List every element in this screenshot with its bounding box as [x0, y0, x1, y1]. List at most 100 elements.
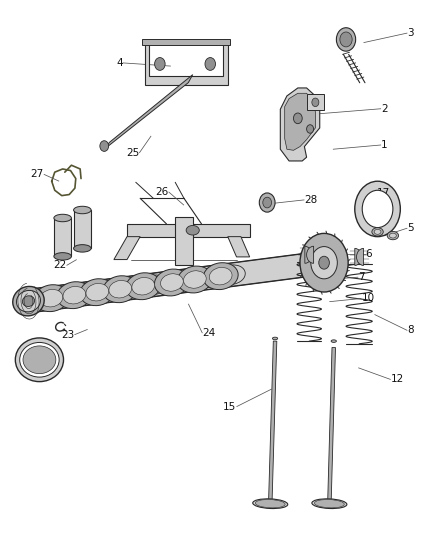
Ellipse shape [155, 269, 189, 296]
Polygon shape [285, 93, 315, 150]
Bar [74, 210, 91, 248]
Text: 6: 6 [366, 249, 372, 259]
Text: 2: 2 [381, 104, 388, 114]
Text: 5: 5 [407, 223, 414, 233]
Ellipse shape [161, 274, 183, 291]
Ellipse shape [86, 284, 109, 301]
Ellipse shape [34, 285, 69, 312]
Ellipse shape [314, 499, 344, 508]
Ellipse shape [141, 275, 168, 294]
Ellipse shape [389, 233, 396, 238]
Ellipse shape [312, 499, 347, 508]
Bar [54, 218, 71, 256]
Ellipse shape [50, 287, 76, 306]
Bar [127, 224, 250, 237]
Ellipse shape [63, 286, 86, 304]
Circle shape [311, 247, 337, 279]
Polygon shape [328, 348, 336, 504]
Ellipse shape [219, 265, 245, 284]
Ellipse shape [109, 280, 132, 298]
Ellipse shape [40, 289, 63, 307]
Ellipse shape [15, 338, 64, 382]
Text: 22: 22 [53, 261, 67, 270]
Polygon shape [268, 341, 277, 504]
Text: 3: 3 [407, 28, 414, 38]
Bar [142, 39, 230, 45]
Text: 27: 27 [31, 169, 44, 179]
Ellipse shape [186, 225, 199, 235]
Wedge shape [305, 246, 312, 263]
Text: 7: 7 [358, 272, 365, 282]
Ellipse shape [331, 340, 336, 342]
Text: 1: 1 [381, 140, 388, 150]
Ellipse shape [20, 342, 59, 377]
Polygon shape [145, 43, 228, 85]
Ellipse shape [57, 282, 92, 309]
Ellipse shape [74, 245, 91, 252]
Text: 12: 12 [391, 375, 404, 384]
Polygon shape [104, 75, 193, 149]
Polygon shape [280, 88, 320, 161]
Bar [307, 94, 324, 110]
Circle shape [205, 58, 215, 70]
Circle shape [155, 58, 165, 70]
Circle shape [362, 190, 393, 228]
Ellipse shape [80, 279, 115, 305]
Ellipse shape [74, 206, 91, 214]
Text: 4: 4 [116, 58, 123, 68]
Text: 17: 17 [377, 189, 390, 198]
Text: 23: 23 [61, 330, 74, 340]
Text: 15: 15 [223, 402, 237, 411]
Circle shape [312, 98, 319, 107]
Circle shape [300, 233, 348, 292]
Ellipse shape [23, 346, 56, 374]
Ellipse shape [13, 286, 44, 316]
Ellipse shape [132, 278, 155, 295]
Ellipse shape [272, 337, 278, 340]
Ellipse shape [54, 214, 71, 222]
Ellipse shape [387, 231, 399, 240]
Ellipse shape [27, 290, 53, 309]
Ellipse shape [126, 273, 161, 300]
Text: 10: 10 [361, 294, 374, 303]
Bar [175, 217, 193, 265]
Ellipse shape [203, 263, 238, 289]
Polygon shape [28, 252, 316, 313]
Ellipse shape [103, 276, 138, 303]
Polygon shape [228, 237, 250, 257]
Ellipse shape [177, 266, 212, 293]
Text: 18: 18 [21, 351, 34, 360]
Ellipse shape [22, 296, 35, 306]
Ellipse shape [17, 290, 40, 312]
Circle shape [100, 141, 109, 151]
Circle shape [293, 113, 302, 124]
Text: 8: 8 [407, 326, 414, 335]
Ellipse shape [374, 229, 381, 235]
Wedge shape [357, 248, 364, 265]
Ellipse shape [119, 278, 145, 297]
Ellipse shape [96, 281, 122, 301]
Ellipse shape [372, 228, 383, 236]
Circle shape [263, 197, 272, 208]
Ellipse shape [196, 268, 223, 287]
Wedge shape [307, 246, 314, 263]
Text: 24: 24 [202, 328, 215, 338]
Ellipse shape [253, 499, 288, 508]
Ellipse shape [255, 499, 285, 508]
Ellipse shape [54, 253, 71, 260]
Polygon shape [114, 237, 140, 260]
Ellipse shape [209, 268, 232, 285]
Circle shape [340, 32, 352, 47]
Ellipse shape [184, 271, 206, 288]
Text: 28: 28 [304, 195, 318, 205]
Circle shape [355, 181, 400, 237]
Circle shape [336, 28, 356, 51]
Text: 26: 26 [155, 187, 169, 197]
Text: 25: 25 [126, 148, 139, 158]
Ellipse shape [170, 271, 197, 290]
Wedge shape [355, 248, 362, 265]
Circle shape [307, 125, 314, 133]
Ellipse shape [73, 284, 99, 303]
Circle shape [319, 256, 329, 269]
Circle shape [259, 193, 275, 212]
